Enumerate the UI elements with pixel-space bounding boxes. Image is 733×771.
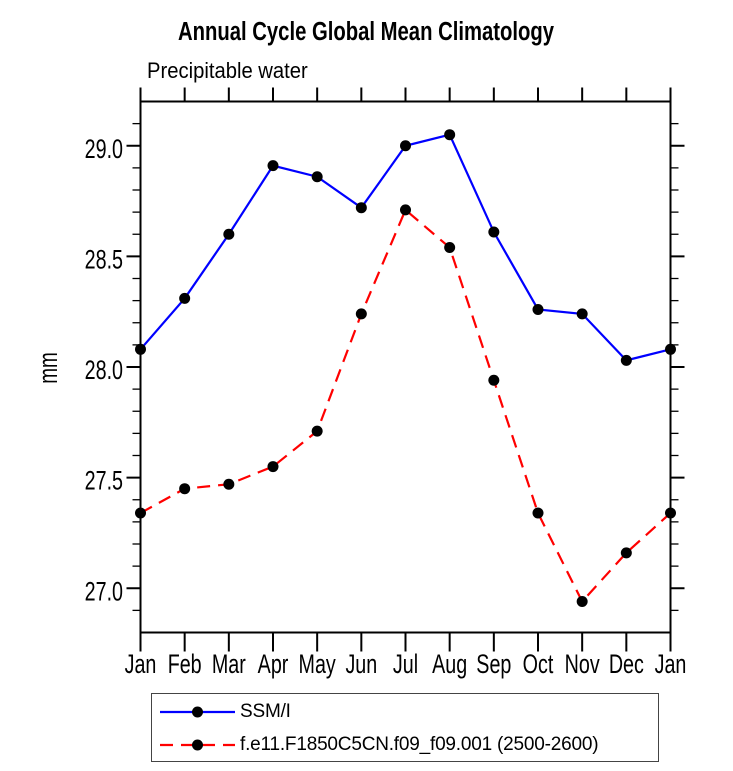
- x-tick-label: Oct: [523, 650, 554, 680]
- series-line-0: [139, 133, 671, 362]
- data-point-marker: [223, 228, 235, 240]
- data-point-marker: [488, 226, 500, 238]
- y-tick-label: 29.0: [85, 135, 123, 165]
- data-point-marker: [223, 478, 235, 490]
- data-point-marker: [532, 303, 544, 315]
- x-tick-label: May: [299, 650, 336, 680]
- legend-sample-marker-1: [192, 739, 203, 751]
- data-point-marker: [576, 596, 588, 608]
- data-point-marker: [267, 461, 279, 473]
- data-point-marker: [135, 343, 146, 355]
- x-tick-label: Aug: [432, 650, 467, 680]
- data-point-marker: [400, 204, 411, 216]
- legend-sample-solid-line-icon: [160, 706, 235, 718]
- legend-sample-dashed-line-icon: [160, 739, 235, 751]
- data-point-marker: [620, 354, 632, 366]
- x-tick-label: Nov: [565, 650, 600, 680]
- plot-frame-rect: [139, 100, 672, 634]
- data-point-marker: [576, 308, 588, 320]
- y-tick-label: 27.0: [85, 577, 123, 607]
- legend-sample-marker-0: [192, 706, 203, 718]
- chart-title: Annual Cycle Global Mean Climatology: [178, 17, 554, 46]
- chart-subtitle: Precipitable water: [147, 59, 308, 83]
- data-point-marker: [311, 425, 323, 437]
- data-point-marker: [444, 129, 456, 141]
- data-point-marker: [135, 507, 146, 519]
- x-tick-label: Jan: [125, 650, 157, 680]
- data-point-marker: [400, 140, 411, 152]
- data-point-marker: [355, 308, 367, 320]
- x-tick-label: Feb: [168, 650, 202, 680]
- data-point-marker: [620, 547, 632, 559]
- legend-item-ssmi: SSM/I: [156, 696, 658, 729]
- legend-label-ssmi: SSM/I: [240, 701, 291, 723]
- x-tick-label: Jun: [345, 650, 377, 680]
- legend-label-model: f.e11.F1850C5CN.f09_f09.001 (2500-2600): [240, 733, 599, 755]
- x-tick-label: Dec: [609, 650, 644, 680]
- y-axis-label: mm: [33, 352, 63, 384]
- y-tick-label: 28.0: [85, 356, 123, 386]
- data-point-marker: [488, 374, 500, 386]
- axis-ticks: [126, 87, 685, 652]
- data-point-marker: [532, 507, 544, 519]
- legend-item-model: f.e11.F1850C5CN.f09_f09.001 (2500-2600): [156, 729, 658, 762]
- data-point-marker: [179, 292, 191, 304]
- y-tick-label: 27.5: [85, 467, 123, 497]
- series-layer: [135, 129, 676, 608]
- x-tick-label: Sep: [476, 650, 511, 680]
- data-point-marker: [665, 343, 676, 355]
- data-point-marker: [444, 242, 456, 254]
- x-tick-label: Jul: [393, 650, 418, 680]
- data-point-marker: [665, 507, 676, 519]
- plot-frame: [139, 100, 672, 634]
- tick-labels: Jan Feb Mar Apr May Jun Jul Aug Sep Oct Nov Dec Jan 2…: [85, 135, 687, 680]
- series-line-1: [139, 208, 672, 604]
- data-point-marker: [311, 171, 323, 183]
- x-tick-label: Jan: [655, 650, 687, 680]
- x-tick-label: Apr: [258, 650, 289, 680]
- x-tick-label: Mar: [212, 650, 246, 680]
- legend: SSM/I f.e11.F1850C5CN.f09_f09.001 (2500-…: [151, 693, 659, 762]
- data-point-marker: [355, 202, 367, 214]
- data-point-marker: [179, 483, 191, 495]
- data-point-marker: [267, 160, 279, 172]
- y-tick-label: 28.5: [85, 246, 123, 276]
